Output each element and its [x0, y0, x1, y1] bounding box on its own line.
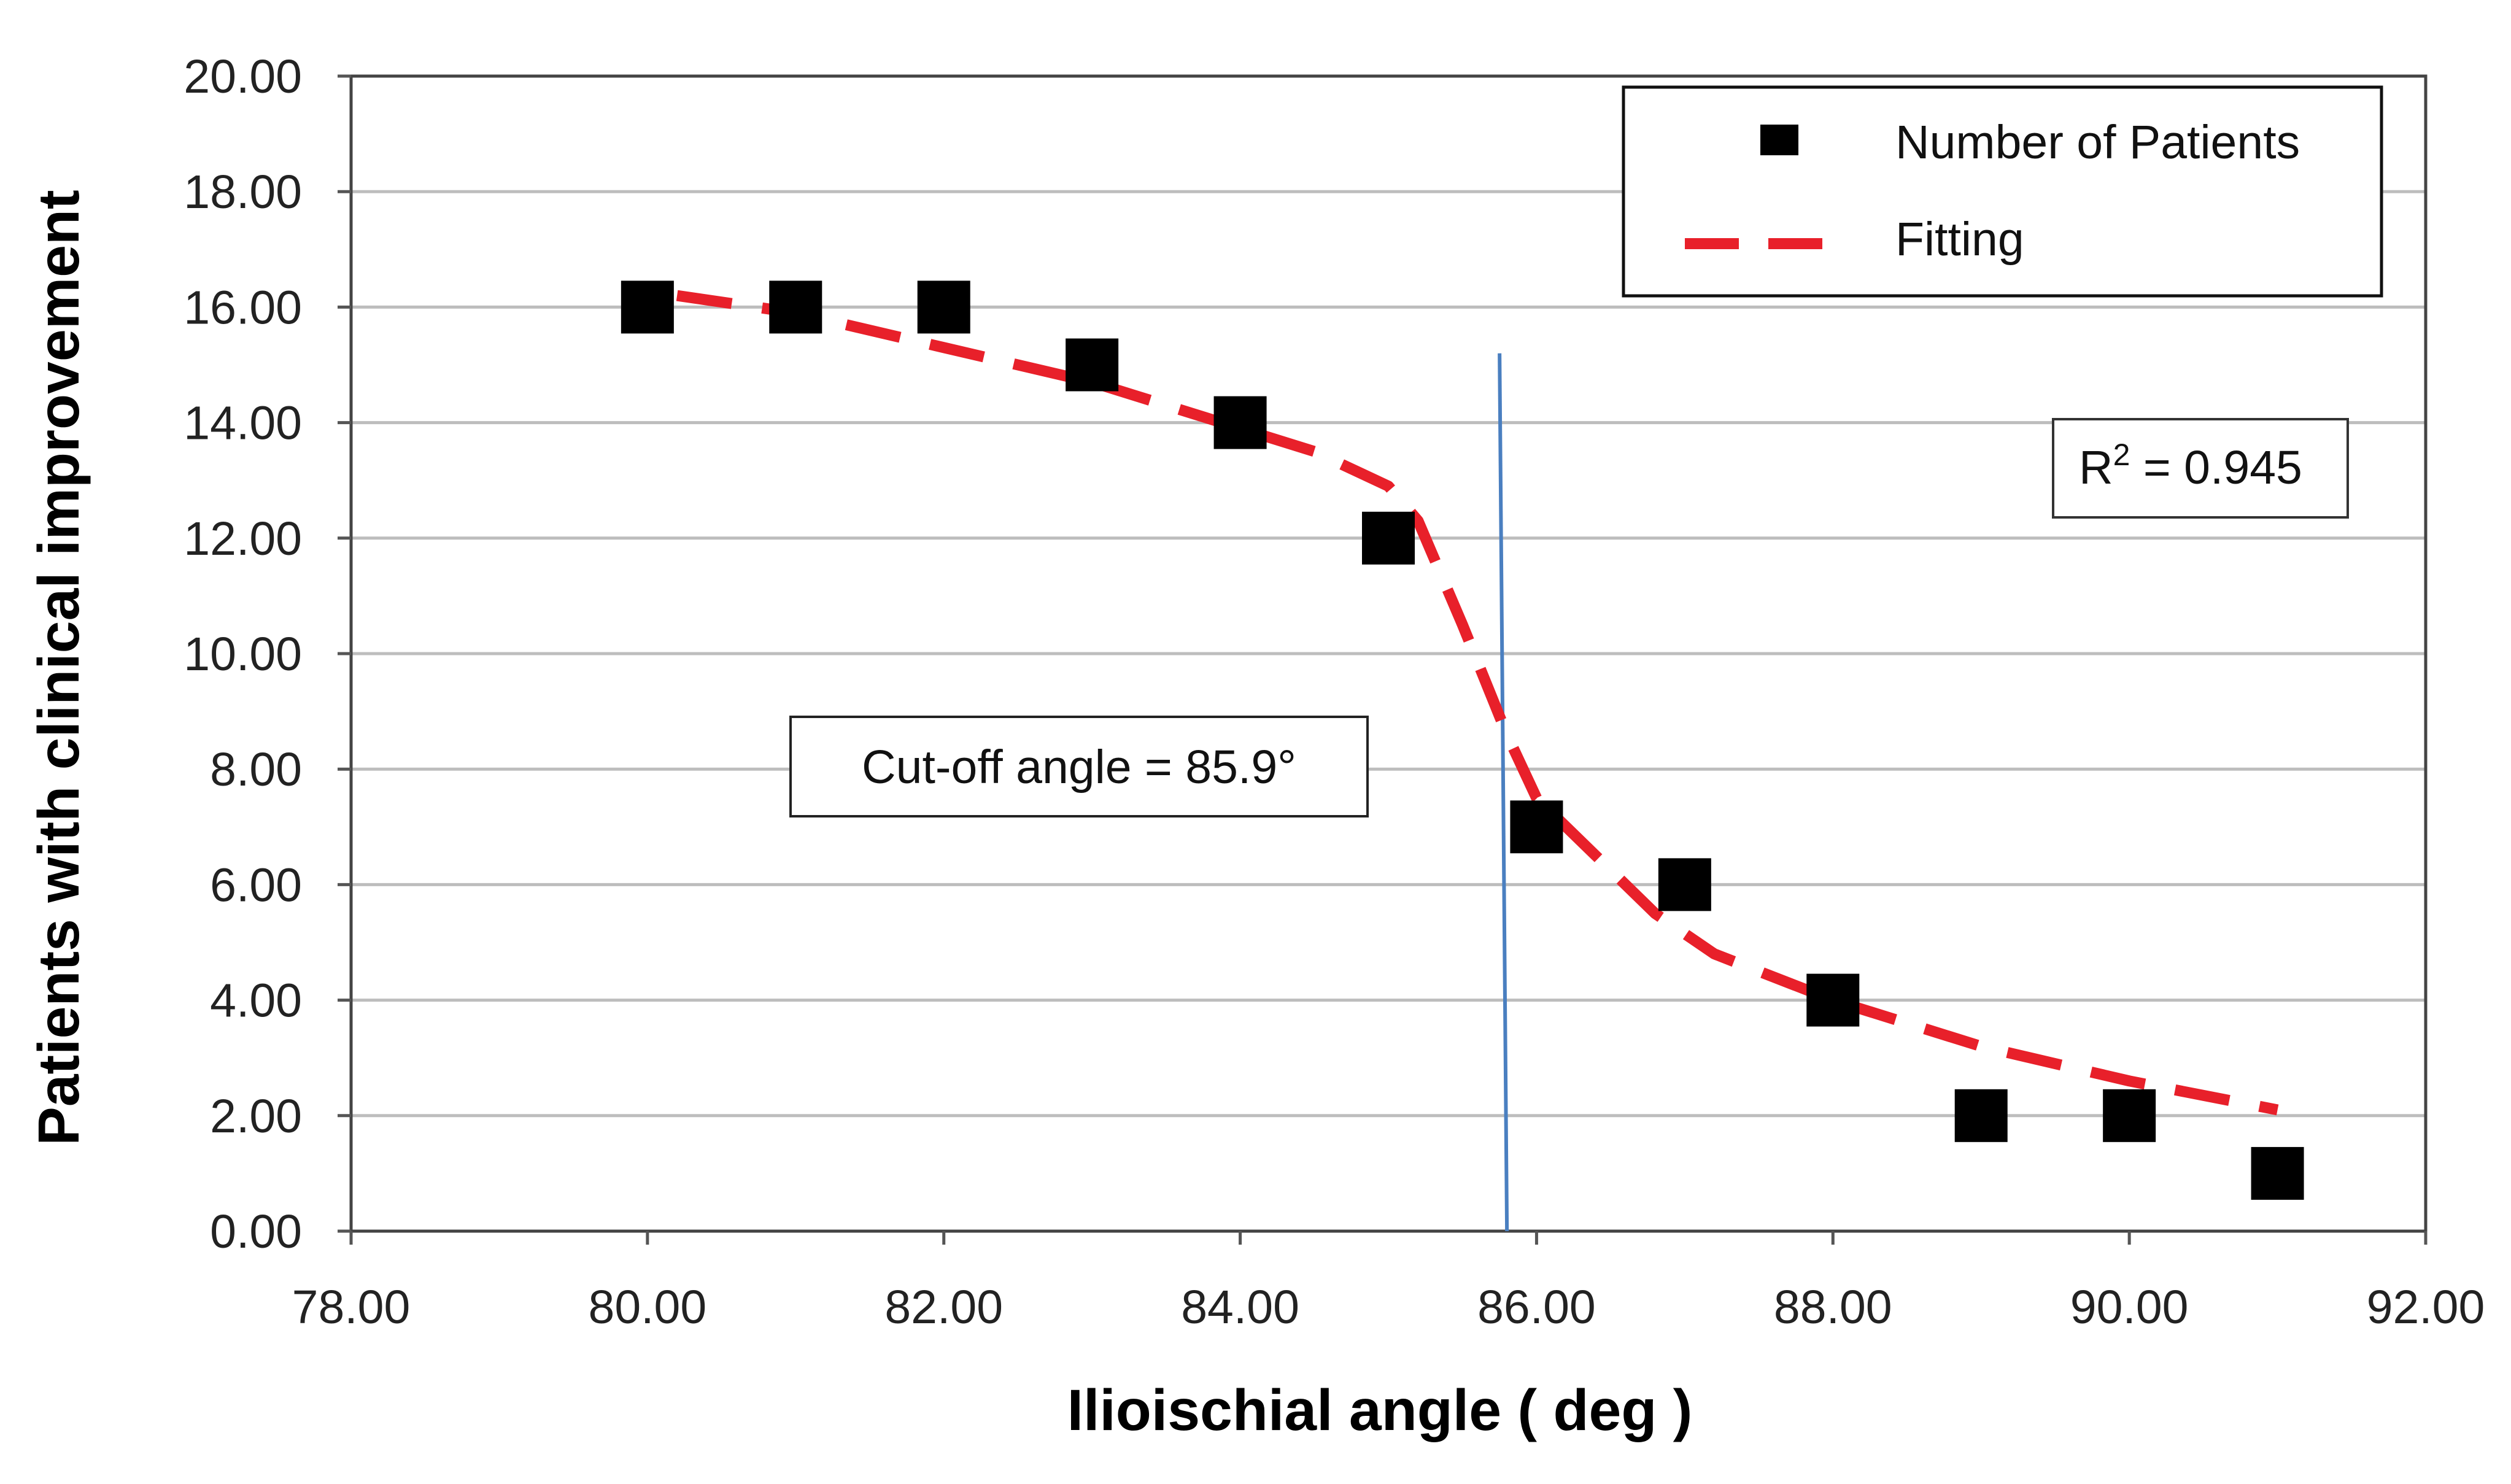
- y-tick-label: 12.00: [184, 512, 302, 565]
- y-tick-label: 2.00: [210, 1090, 302, 1143]
- legend-box: [1622, 85, 2383, 298]
- data-point: [1806, 973, 1860, 1027]
- y-tick-label: 8.00: [210, 743, 302, 796]
- data-point: [2103, 1089, 2156, 1142]
- cutoff-vertical-line: [1498, 353, 1509, 1232]
- y-tick-label: 14.00: [184, 397, 302, 450]
- y-tick-label: 10.00: [184, 628, 302, 681]
- data-point: [2251, 1146, 2304, 1200]
- data-point: [1066, 338, 1119, 392]
- y-tick-label: 18.00: [184, 166, 302, 218]
- x-axis-title: Ilioischial angle ( deg ): [1067, 1378, 1693, 1443]
- fitting-curve: [676, 290, 2279, 1116]
- cutoff-label: Cut-off angle = 85.9°: [862, 741, 1296, 794]
- cutoff-box: [789, 716, 1369, 817]
- data-point: [1954, 1089, 2008, 1142]
- x-tick-label: 90.00: [2070, 1281, 2189, 1334]
- x-tick-label: 78.00: [292, 1281, 411, 1334]
- y-axis-title: Patients with clinical improvement: [26, 190, 91, 1145]
- r2-box: [2052, 418, 2349, 519]
- y-tick-labels: 0.00 2.00 4.00 6.00 8.00 10.00 12.00 14.00 16.00…: [184, 50, 302, 1258]
- x-tick-label: 88.00: [1774, 1281, 1892, 1334]
- legend: Number of Patients Fitting: [1622, 85, 2383, 298]
- cutoff-annotation: Cut-off angle = 85.9°: [789, 716, 1369, 817]
- data-point: [917, 280, 970, 334]
- y-tick-label: 0.00: [210, 1205, 302, 1258]
- data-point: [769, 280, 822, 334]
- y-tick-label: 20.00: [184, 50, 302, 103]
- r2-superscript: 2: [2113, 438, 2130, 472]
- legend-label-fitting: Fitting: [1895, 213, 2024, 266]
- x-tick-label: 92.00: [2367, 1281, 2485, 1334]
- data-point: [1510, 800, 1563, 854]
- data-markers: [621, 280, 2304, 1200]
- y-tick-label: 4.00: [210, 975, 302, 1027]
- r2-value: = 0.945: [2130, 441, 2302, 494]
- x-tick-label: 82.00: [884, 1281, 1003, 1334]
- x-tick-label: 84.00: [1181, 1281, 1299, 1334]
- data-point: [1213, 396, 1267, 449]
- legend-marker-square: [1760, 125, 1798, 155]
- data-point: [1658, 858, 1711, 911]
- r2-prefix: R: [2079, 441, 2113, 494]
- r2-label: R2 = 0.945: [2079, 438, 2302, 494]
- y-tick-label: 16.00: [184, 281, 302, 334]
- x-tick-label: 86.00: [1477, 1281, 1596, 1334]
- axis-ticks: [338, 74, 2428, 1245]
- data-point: [621, 280, 674, 334]
- y-tick-label: 6.00: [210, 859, 302, 911]
- r2-annotation: R2 = 0.945: [2052, 418, 2349, 519]
- x-tick-label: 80.00: [589, 1281, 707, 1334]
- x-tick-labels: 78.00 80.00 82.00 84.00 86.00 88.00 90.00 92.00: [292, 1281, 2485, 1334]
- data-point: [1362, 511, 1415, 565]
- legend-label-number-of-patients: Number of Patients: [1895, 116, 2300, 169]
